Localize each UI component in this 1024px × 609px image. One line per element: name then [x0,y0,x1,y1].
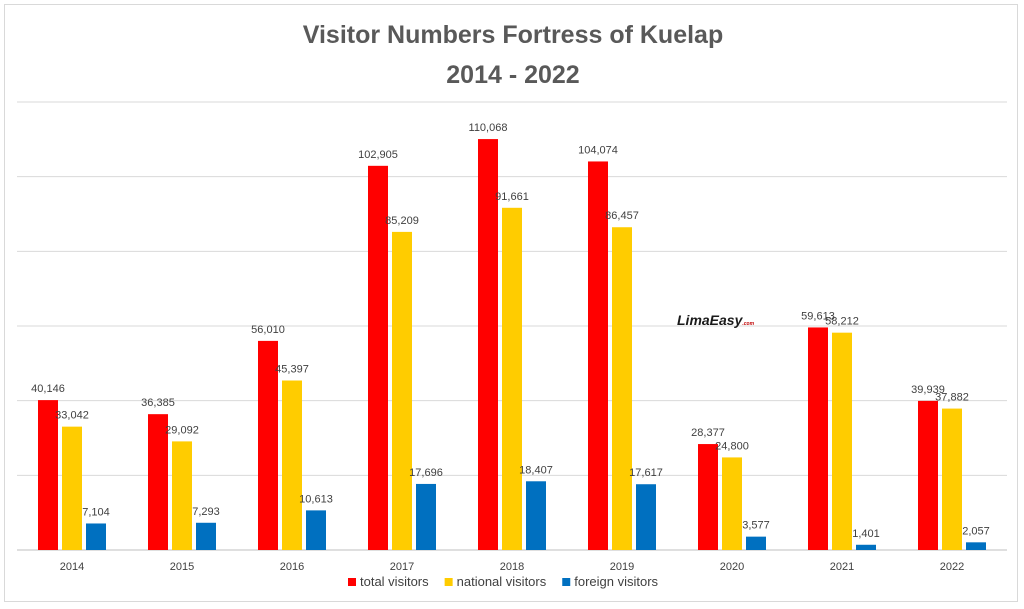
data-label-2016-2: 10,613 [299,493,333,505]
bar-2022-2 [966,542,986,550]
data-label-2019-1: 86,457 [605,210,639,222]
x-tick-label-2020: 2020 [720,561,744,573]
bar-2016-0 [258,340,278,550]
bars [38,139,986,550]
data-label-2017-0: 102,905 [358,149,398,161]
legend-swatch-1 [444,578,453,586]
data-label-2014-2: 7,104 [82,506,110,518]
legend-label-1: national visitors [457,574,547,589]
data-label-2022-2: 2,057 [962,525,990,537]
x-tick-label-2022: 2022 [940,561,964,573]
logo-suffix: .com [742,321,754,327]
data-label-2016-1: 45,397 [275,364,309,376]
data-label-2020-1: 24,800 [715,440,749,452]
bar-2020-0 [698,444,718,550]
x-tick-label-2016: 2016 [280,561,304,573]
bar-2016-2 [306,510,326,550]
bar-2021-2 [856,544,876,550]
bar-2017-1 [392,231,412,550]
legend-label-0: total visitors [360,574,429,589]
data-label-2022-1: 37,882 [935,392,969,404]
data-label-2019-2: 17,617 [629,467,663,479]
bar-2014-2 [86,523,106,550]
data-label-2017-1: 85,209 [385,215,419,227]
bar-2019-0 [588,161,608,550]
data-label-2021-0: 59,613 [801,310,835,322]
data-label-2018-2: 18,407 [519,464,553,476]
bar-2015-2 [196,522,216,550]
x-tick-label-2021: 2021 [830,561,854,573]
data-label-2015-1: 29,092 [165,424,199,436]
bar-2019-1 [612,227,632,550]
data-label-2016-0: 56,010 [251,324,285,336]
data-label-2017-2: 17,696 [409,467,443,479]
bar-2016-1 [282,380,302,550]
bar-2020-2 [746,536,766,550]
data-label-2020-0: 28,377 [691,427,725,439]
logo-text: LimaEasy [677,312,744,328]
bar-2015-0 [148,414,168,550]
bar-2021-1 [832,332,852,550]
limaeasy-logo: LimaEasy.com [677,312,755,328]
data-label-2014-1: 33,042 [55,410,89,422]
data-label-2021-2: 1,401 [852,528,880,540]
bar-2014-0 [38,400,58,550]
bar-2014-1 [62,426,82,550]
data-label-2021-1: 58,212 [825,316,859,328]
bar-2019-2 [636,484,656,550]
data-label-2014-0: 40,146 [31,383,65,395]
legend-swatch-2 [562,578,571,586]
legend-label-2: foreign visitors [574,574,658,589]
data-labels: 40,146 33,042 7,104 36,385 29,092 7,293 56,010… [31,122,990,540]
bar-2021-0 [808,327,828,550]
svg-text:LimaEasy.com: LimaEasy.com [677,312,755,328]
x-tick-label-2014: 2014 [60,561,84,573]
bar-2018-0 [478,139,498,550]
bar-2020-1 [722,457,742,550]
data-label-2020-2: 3,577 [742,520,770,532]
bar-2022-1 [942,408,962,550]
data-label-2015-0: 36,385 [141,397,175,409]
data-label-2018-0: 110,068 [469,122,508,134]
legend: total visitors national visitors foreign v… [348,574,659,589]
legend-swatch-0 [348,578,356,586]
bar-chart: Visitor Numbers Fortress of Kuelap 2014 … [17,21,1007,589]
data-label-2022-0: 39,939 [911,384,945,396]
bar-2022-0 [918,400,938,550]
bar-2015-1 [172,441,192,550]
x-tick-label-2015: 2015 [170,561,194,573]
x-tick-label-2018: 2018 [500,561,524,573]
bar-2017-2 [416,483,436,550]
x-tick-label-2019: 2019 [610,561,634,573]
x-axis-ticks: 2014 2015 2016 2017 2018 2019 2020 2021 2022 [60,561,964,573]
chart-frame: Visitor Numbers Fortress of Kuelap 2014 … [4,4,1018,602]
bar-2018-1 [502,207,522,550]
chart-subtitle: 2014 - 2022 [446,61,579,89]
bar-2018-2 [526,481,546,550]
data-label-2015-2: 7,293 [192,506,220,518]
data-label-2019-0: 104,074 [578,144,618,156]
data-label-2018-1: 91,661 [495,191,529,203]
x-tick-label-2017: 2017 [390,561,414,573]
bar-2017-0 [368,165,388,550]
chart-title: Visitor Numbers Fortress of Kuelap [303,21,723,49]
